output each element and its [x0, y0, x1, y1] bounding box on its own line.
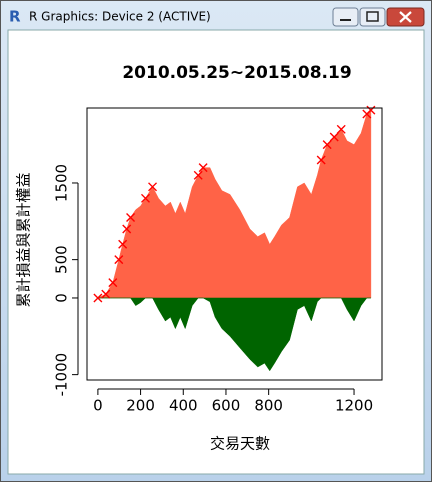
y-tick-label: 0: [53, 293, 71, 303]
y-tick-label: -1000: [53, 353, 71, 397]
x-tick-label: 0: [93, 397, 103, 415]
marker: [148, 182, 158, 192]
area: [97, 297, 371, 372]
marker: [101, 289, 111, 299]
y-axis-label: 累計損益與累計權益: [15, 172, 33, 307]
chart-title: 2010.05.25~2015.08.19: [122, 63, 351, 83]
x-tick-label: 600: [212, 397, 241, 415]
x-tick-label: 400: [169, 397, 198, 415]
x-tick-label: 200: [126, 397, 155, 415]
minimize-button[interactable]: [332, 7, 359, 27]
marker: [108, 278, 118, 288]
marker: [140, 193, 150, 203]
marker: [329, 132, 339, 142]
close-icon: [399, 11, 412, 23]
app-icon: R: [9, 8, 21, 26]
maximize-button[interactable]: [359, 7, 386, 27]
marker: [336, 124, 346, 134]
marker: [93, 293, 103, 303]
marker: [122, 224, 132, 234]
marker: [366, 105, 376, 115]
y-tick-label: 1500: [53, 164, 71, 202]
y-tick-label: 500: [53, 245, 71, 274]
window-title: R Graphics: Device 2 (ACTIVE): [29, 10, 211, 24]
x-tick-label: 800: [254, 397, 283, 415]
marker: [322, 140, 332, 150]
x-tick-label: 1200: [335, 397, 373, 415]
maximize-icon: [366, 11, 379, 22]
marker: [126, 212, 136, 222]
marker: [316, 155, 326, 165]
marker: [118, 239, 128, 249]
plot-box: [86, 107, 383, 381]
marker: [114, 255, 124, 265]
marker: [198, 163, 208, 173]
marker: [193, 170, 203, 180]
x-axis-label: 交易天數: [210, 435, 270, 453]
